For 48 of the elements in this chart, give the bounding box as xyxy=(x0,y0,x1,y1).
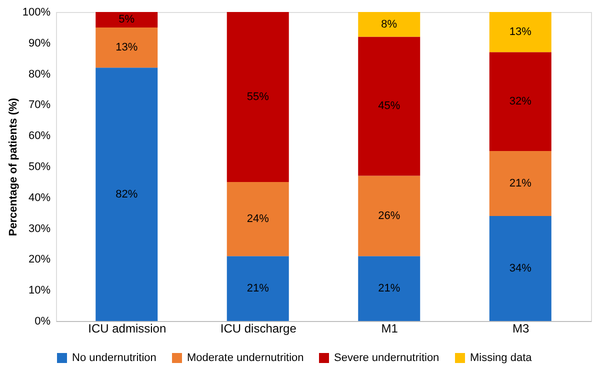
bar xyxy=(226,182,289,256)
x-tick-label: M3 xyxy=(512,322,530,336)
data-label: 21% xyxy=(246,282,270,295)
y-tick-label: 60% xyxy=(28,130,51,142)
data-label: 82% xyxy=(116,188,138,200)
data-label: 5% xyxy=(118,14,135,26)
data-label: 13% xyxy=(116,42,138,54)
data-label: 8% xyxy=(381,18,398,30)
bar xyxy=(489,151,552,216)
y-axis-title: Percentage of patients (%) xyxy=(7,98,20,236)
data-label: 21% xyxy=(378,282,400,295)
data-label: 34% xyxy=(509,262,532,274)
bar xyxy=(358,256,420,321)
y-tick-label: 0% xyxy=(34,316,51,328)
legend-label: Severe undernutrition xyxy=(334,352,440,364)
bar xyxy=(358,36,420,176)
data-label: 26% xyxy=(378,210,400,222)
data-label: 55% xyxy=(246,90,270,103)
y-tick-label: 80% xyxy=(28,68,51,80)
bar xyxy=(489,52,552,152)
data-label: 32% xyxy=(509,96,532,108)
bar xyxy=(96,68,158,321)
data-label: 13% xyxy=(509,26,532,38)
legend-label: Missing data xyxy=(470,352,533,364)
x-tick-label: M1 xyxy=(381,322,398,336)
bar xyxy=(226,256,289,321)
y-tick-label: 50% xyxy=(28,161,51,173)
bar xyxy=(489,12,552,52)
x-tick-label: ICU discharge xyxy=(220,322,297,336)
y-tick-label: 70% xyxy=(28,99,51,112)
y-tick-label: 40% xyxy=(28,192,51,204)
y-tick-label: 10% xyxy=(28,284,51,297)
bar xyxy=(96,12,158,28)
y-tick-label: 30% xyxy=(28,222,51,235)
data-label: 24% xyxy=(246,213,270,226)
bar xyxy=(358,176,420,256)
y-tick-label: 100% xyxy=(22,6,51,18)
x-tick-label: ICU admission xyxy=(88,322,166,336)
bar xyxy=(358,12,420,37)
bar xyxy=(489,216,552,321)
data-label: 21% xyxy=(509,177,532,190)
bar xyxy=(226,12,289,182)
y-tick-label: 20% xyxy=(28,254,51,266)
bar xyxy=(96,27,158,68)
legend-label: Moderate undernutrition xyxy=(187,352,304,364)
data-label: 45% xyxy=(378,100,400,112)
legend-label: No undernutrition xyxy=(72,352,156,364)
y-tick-label: 90% xyxy=(28,37,51,50)
